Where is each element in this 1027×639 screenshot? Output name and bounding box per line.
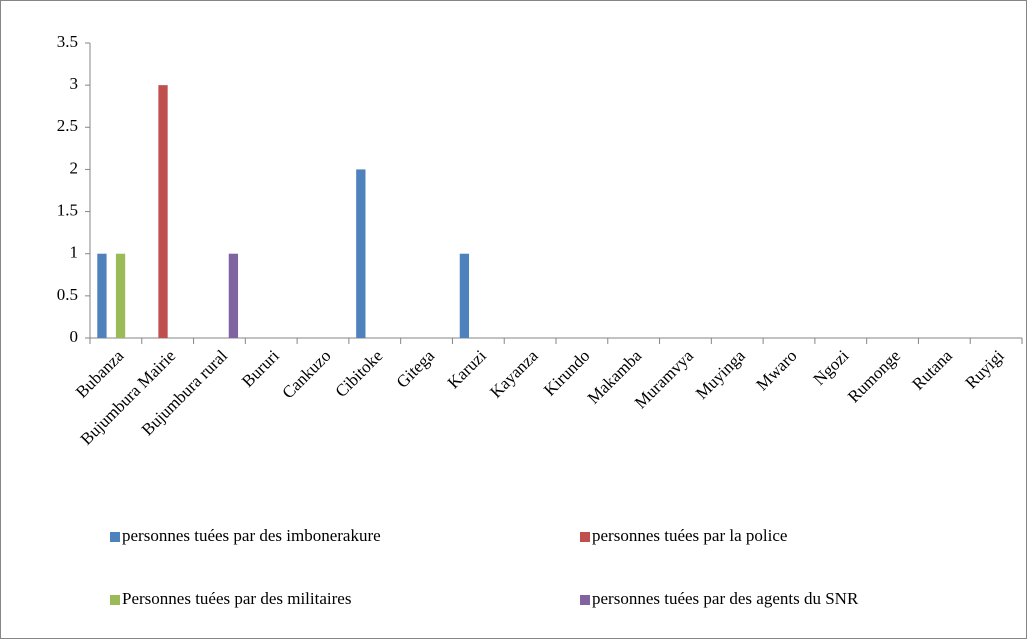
legend-label: personnes tuées par des agents du SNR bbox=[592, 589, 859, 608]
bar bbox=[228, 253, 239, 338]
y-tick-label: 0 bbox=[70, 327, 79, 346]
y-tick-label: 2.5 bbox=[57, 116, 78, 135]
legend-label: Personnes tuées par des militaires bbox=[122, 589, 351, 608]
y-tick-label: 3.5 bbox=[57, 32, 78, 51]
legend-label: personnes tuées par des imbonerakure bbox=[122, 526, 381, 545]
y-tick-label: 3 bbox=[70, 74, 79, 93]
y-tick-label: 2 bbox=[70, 158, 79, 177]
bar bbox=[158, 85, 168, 339]
legend-swatch bbox=[110, 595, 120, 605]
bar bbox=[97, 253, 107, 338]
y-tick-label: 1.5 bbox=[57, 200, 78, 219]
y-tick-label: 1 bbox=[70, 243, 79, 262]
bar bbox=[459, 253, 470, 338]
legend-swatch bbox=[580, 532, 590, 542]
legend-label: personnes tuées par la police bbox=[592, 526, 787, 545]
bar bbox=[115, 253, 126, 338]
bar bbox=[356, 169, 366, 338]
y-tick-label: 0.5 bbox=[57, 285, 78, 304]
legend-swatch bbox=[110, 532, 120, 542]
legend-swatch bbox=[580, 595, 590, 605]
